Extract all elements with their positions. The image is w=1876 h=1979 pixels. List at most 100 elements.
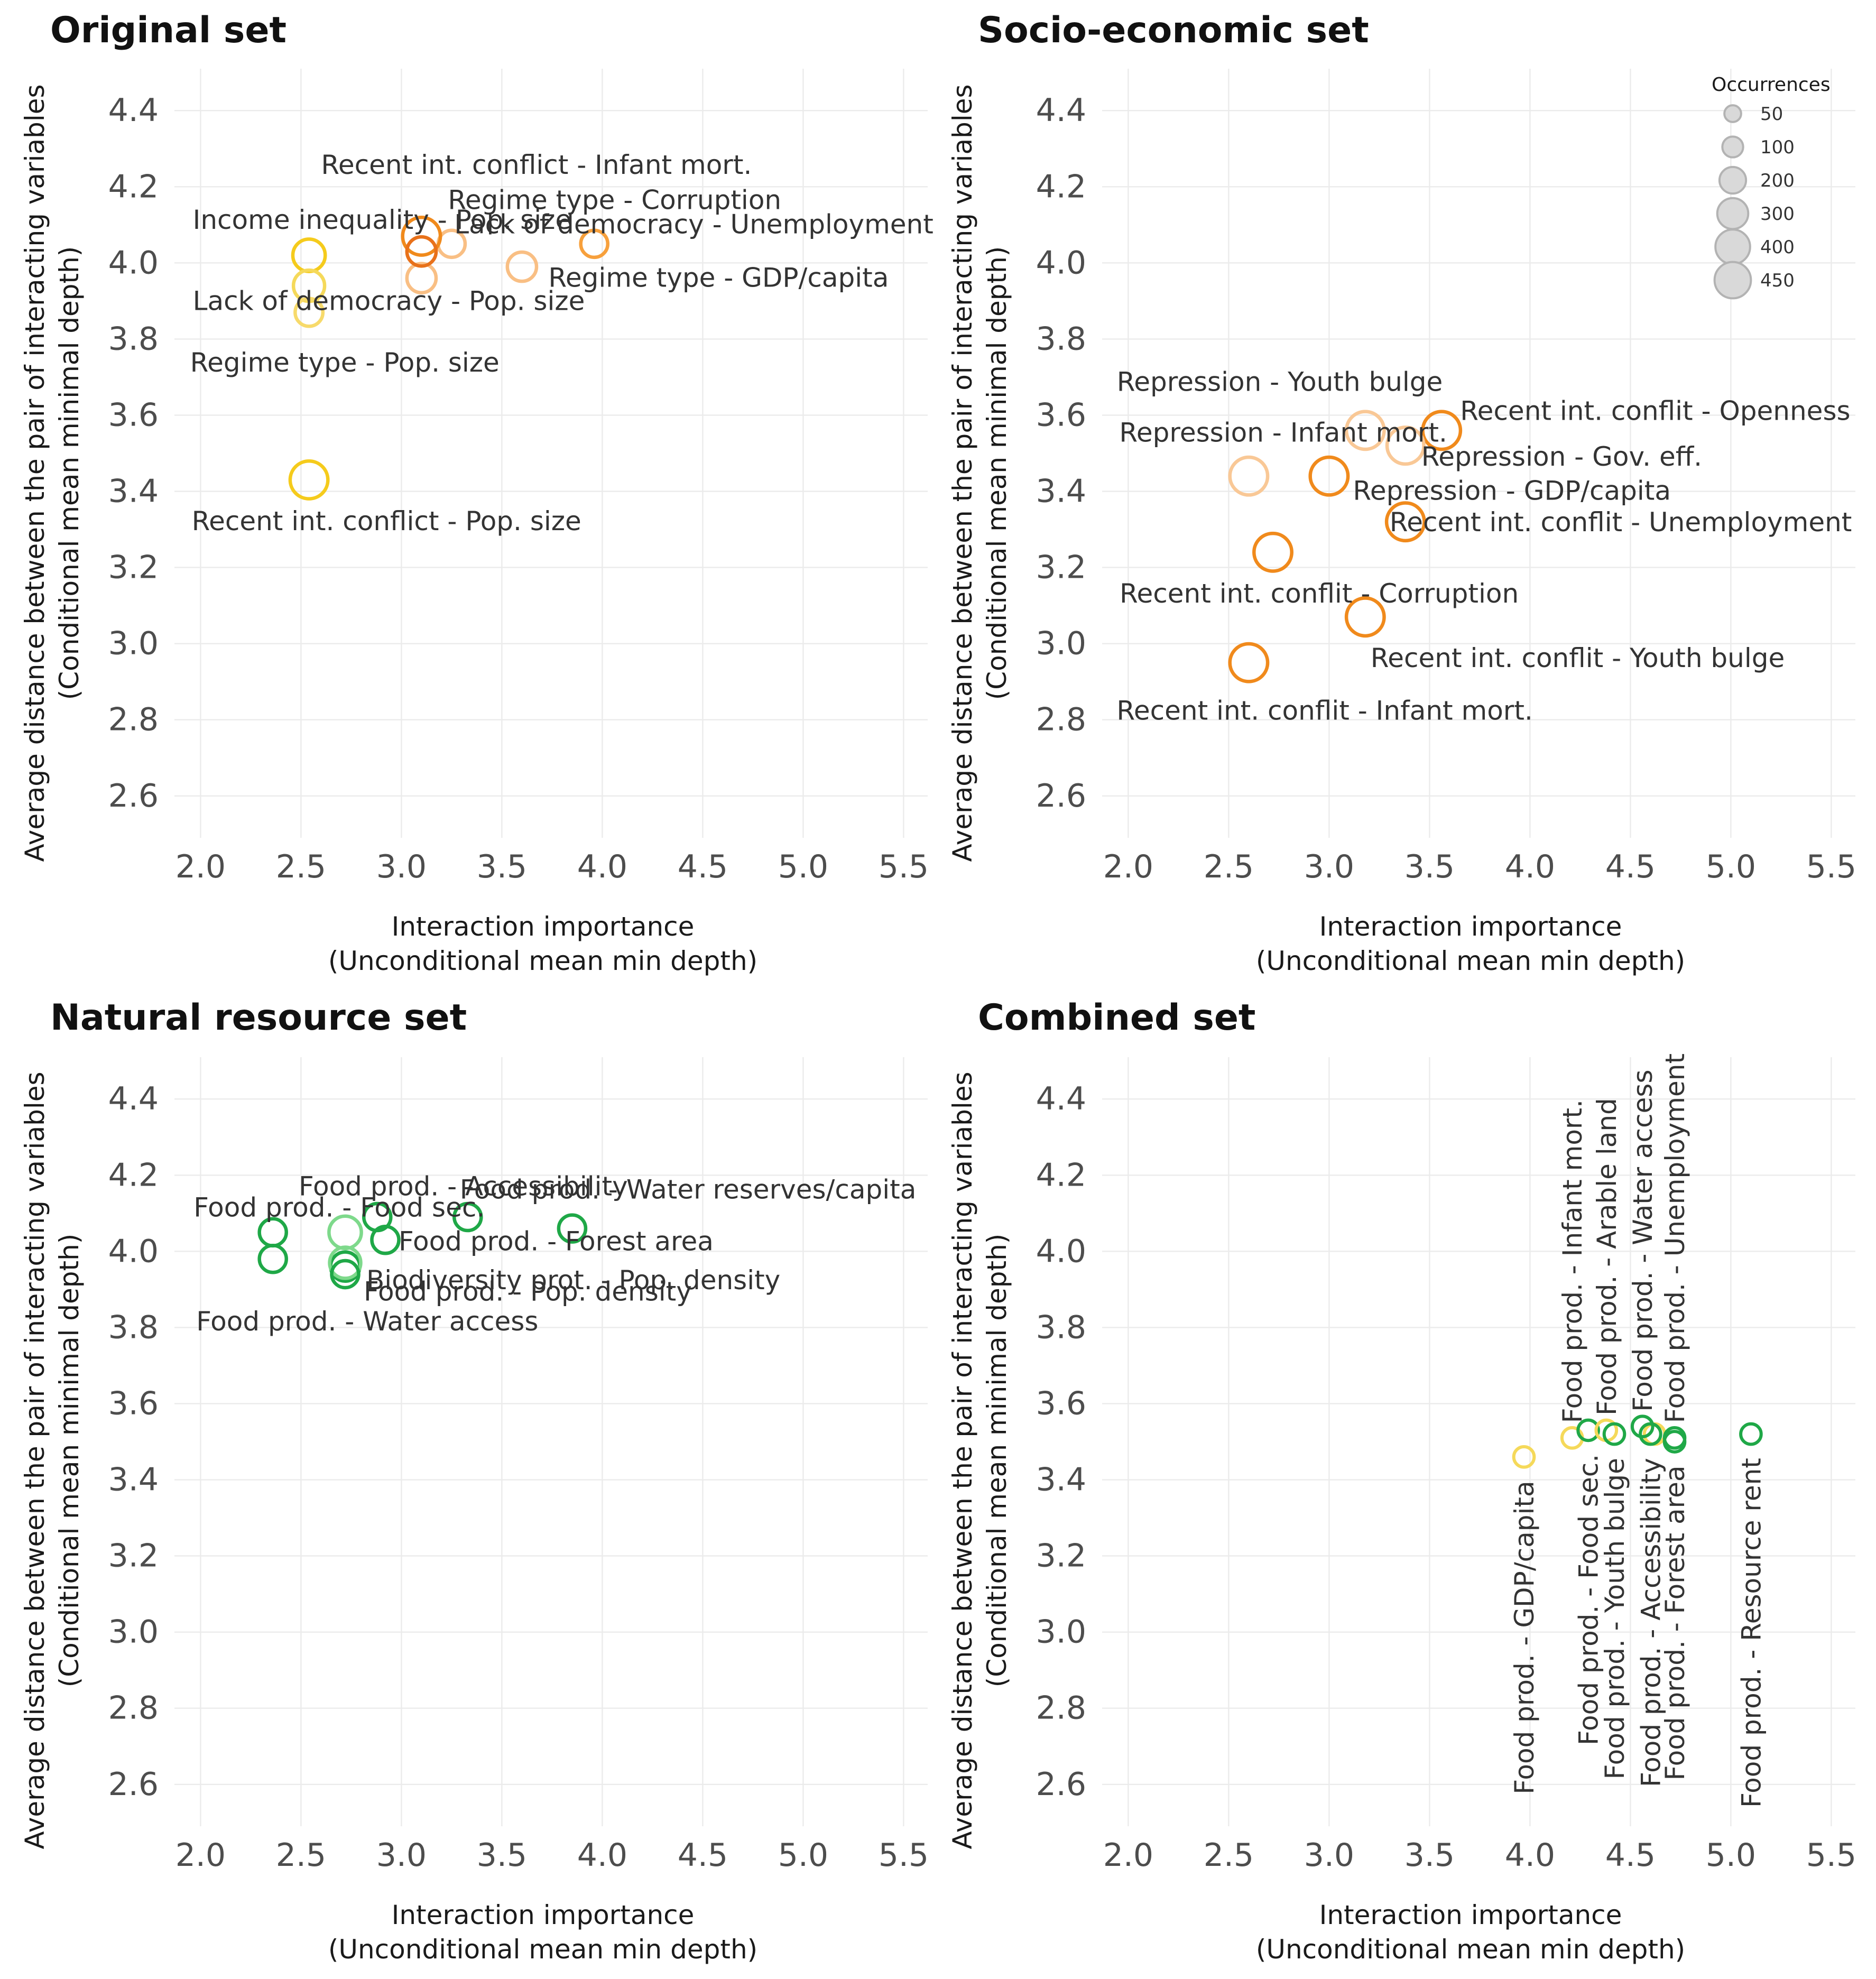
plot-grid bbox=[174, 1057, 928, 1826]
point-label: Food prod. - Water reserves/capita bbox=[460, 1175, 917, 1205]
x-tick-label: 3.0 bbox=[376, 848, 427, 885]
y-tick-label: 2.8 bbox=[108, 701, 159, 738]
point-label: Food prod. - Pop. density bbox=[364, 1277, 692, 1307]
data-point bbox=[293, 297, 325, 328]
y-tick-label: 3.2 bbox=[1036, 1538, 1086, 1575]
x-tick-label: 2.0 bbox=[1103, 1837, 1153, 1874]
x-axis-label: Interaction importance bbox=[1319, 911, 1622, 942]
point-labels: Repression - Youth bulge Recent int. conf… bbox=[1116, 366, 1852, 726]
y-tick-label: 3.6 bbox=[108, 396, 159, 433]
data-point bbox=[1639, 1422, 1662, 1446]
panel-title: Socio-economic set bbox=[978, 10, 1369, 51]
x-tick-label: 3.5 bbox=[1404, 1837, 1455, 1874]
y-axis-label-sub: (Conditional mean minimal depth) bbox=[54, 246, 85, 700]
data-point bbox=[1630, 1414, 1655, 1439]
plot-points bbox=[288, 215, 609, 501]
legend-label: 450 bbox=[1760, 270, 1795, 291]
point-label: Food prod. - Infant mort. bbox=[1557, 1099, 1588, 1423]
x-tick-label: 4.0 bbox=[577, 1837, 627, 1874]
y-tick-label: 3.2 bbox=[108, 1538, 159, 1575]
y-tick-label: 3.8 bbox=[108, 1309, 159, 1346]
x-tick-label: 4.0 bbox=[1505, 848, 1555, 885]
point-label: Regime type - GDP/capita bbox=[548, 263, 889, 293]
y-axis-label: Average distance between the pair of int… bbox=[947, 84, 978, 862]
panel-title: Natural resource set bbox=[50, 997, 467, 1039]
data-point bbox=[370, 1224, 401, 1255]
x-tick-label: 2.5 bbox=[276, 848, 326, 885]
x-tick-label: 4.5 bbox=[1605, 848, 1656, 885]
y-tick-label: 4.4 bbox=[108, 1080, 159, 1117]
x-tick-label: 5.0 bbox=[1706, 848, 1756, 885]
plot-points bbox=[1228, 410, 1463, 683]
point-label: Food prod. - Forest area bbox=[399, 1226, 714, 1257]
x-tick-label: 3.5 bbox=[1404, 848, 1455, 885]
y-tick-label: 3.0 bbox=[1036, 1614, 1086, 1651]
data-point bbox=[1739, 1422, 1763, 1446]
y-tick-label: 3.4 bbox=[108, 473, 159, 510]
y-axis-label-sub: (Conditional mean minimal depth) bbox=[982, 246, 1012, 700]
y-tick-label: 3.8 bbox=[108, 320, 159, 357]
y-tick-label: 2.6 bbox=[108, 1766, 159, 1803]
panel-natural-resource-set: Natural resource set 2.0 2.5 3.0 3.5 4.0 4.5 5… bbox=[20, 997, 929, 1965]
y-tick-label: 3.0 bbox=[1036, 625, 1086, 662]
axis-ticks: 2.0 2.5 3.0 3.5 4.0 4.5 5.0 5.5 2.6 2.8 3.0 3.2 3.4 3… bbox=[108, 1080, 929, 1874]
y-tick-label: 3.6 bbox=[1036, 396, 1086, 433]
point-label: Recent int. conflit - Unemployment bbox=[1390, 507, 1852, 538]
y-axis-label-sub: (Conditional mean minimal depth) bbox=[54, 1234, 85, 1688]
data-point bbox=[291, 268, 327, 303]
data-point bbox=[405, 235, 438, 268]
y-axis-label: Average distance between the pair of int… bbox=[947, 1071, 978, 1849]
point-label: Food prod. - Youth bulge bbox=[1600, 1458, 1630, 1779]
data-point bbox=[1308, 455, 1350, 497]
data-point bbox=[1385, 426, 1426, 466]
point-label: Food prod. - Water access bbox=[1628, 1069, 1658, 1411]
y-tick-label: 4.4 bbox=[108, 92, 159, 129]
plot-grid bbox=[1102, 69, 1855, 838]
x-tick-label: 4.0 bbox=[1505, 1837, 1555, 1874]
data-point bbox=[1252, 531, 1293, 573]
data-point bbox=[330, 1259, 361, 1290]
point-label: Food prod. - Food sec. bbox=[193, 1192, 485, 1223]
point-label: Repression - GDP/capita bbox=[1353, 476, 1671, 506]
x-tick-label: 4.0 bbox=[577, 848, 627, 885]
x-tick-label: 3.0 bbox=[376, 1837, 427, 1874]
y-tick-label: 3.6 bbox=[108, 1385, 159, 1422]
axis-ticks: 2.0 2.5 3.0 3.5 4.0 4.5 5.0 5.5 2.6 2.8 3.0 3.2 3.4 3… bbox=[1036, 1080, 1857, 1874]
data-point bbox=[257, 1217, 288, 1248]
point-label: Recent int. conflit - Corruption bbox=[1120, 578, 1519, 609]
point-label: Food prod. - Accessibility bbox=[299, 1171, 628, 1201]
point-label: Repression - Infant mort. bbox=[1119, 418, 1447, 448]
x-tick-label: 4.5 bbox=[1605, 1837, 1656, 1874]
point-label: Food prod. - Food sec. bbox=[1574, 1454, 1604, 1745]
y-tick-label: 2.8 bbox=[1036, 701, 1086, 738]
x-tick-label: 2.0 bbox=[1103, 848, 1153, 885]
legend-label: 400 bbox=[1760, 237, 1795, 258]
point-label: Recent int. conflit - Infant mort. bbox=[1116, 696, 1532, 726]
y-tick-label: 2.6 bbox=[108, 778, 159, 815]
data-point bbox=[1344, 596, 1386, 638]
panel-socio-economic-set: Socio-economic set 2.0 2.5 3.0 3.5 4.0 4.5 5.0… bbox=[947, 10, 1856, 976]
legend-key bbox=[1723, 104, 1742, 123]
y-axis-label-sub: (Conditional mean minimal depth) bbox=[982, 1234, 1012, 1688]
x-tick-label: 5.0 bbox=[778, 848, 828, 885]
data-point bbox=[401, 215, 442, 257]
point-label: Lack of democracy - Unemployment bbox=[454, 209, 934, 239]
x-tick-label: 5.0 bbox=[1706, 1837, 1756, 1874]
data-point bbox=[1228, 455, 1270, 497]
x-tick-label: 5.5 bbox=[1806, 1837, 1856, 1874]
data-point bbox=[505, 250, 539, 283]
y-tick-label: 4.0 bbox=[1036, 1233, 1086, 1270]
data-point bbox=[291, 237, 327, 273]
point-labels: Food prod. - GDP/capita Food prod. - Infa… bbox=[1509, 1053, 1767, 1808]
point-label: Food prod. - Unemployment bbox=[1660, 1053, 1690, 1423]
legend-key bbox=[1721, 135, 1744, 159]
data-point bbox=[579, 228, 609, 260]
x-tick-label: 2.0 bbox=[175, 848, 226, 885]
legend-label: 100 bbox=[1760, 137, 1795, 158]
x-tick-label: 5.0 bbox=[778, 1837, 828, 1874]
y-tick-label: 3.4 bbox=[1036, 473, 1086, 510]
data-point bbox=[328, 1245, 363, 1280]
y-tick-label: 3.6 bbox=[1036, 1385, 1086, 1422]
point-label: Recent int. conflit - Youth bulge bbox=[1371, 643, 1785, 673]
y-tick-label: 3.4 bbox=[108, 1462, 159, 1499]
